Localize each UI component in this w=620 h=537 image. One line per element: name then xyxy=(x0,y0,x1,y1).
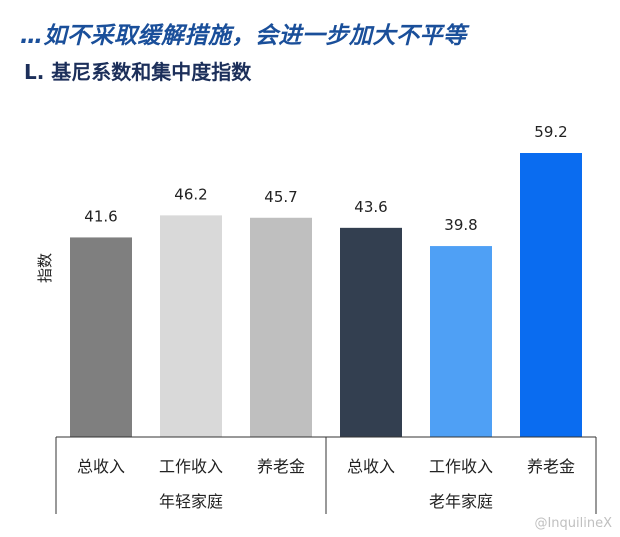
group-label: 老年家庭 xyxy=(429,492,493,511)
category-label: 工作收入 xyxy=(159,457,223,476)
data-label: 59.2 xyxy=(534,123,567,141)
chart-title: …如不采取缓解措施，会进一步加大不平等 xyxy=(20,23,467,49)
category-label: 总收入 xyxy=(347,457,395,476)
bar-old-3 xyxy=(520,153,582,437)
group-label: 年轻家庭 xyxy=(159,492,223,511)
data-label: 45.7 xyxy=(264,188,297,206)
y-axis-label: 指数 xyxy=(36,253,54,283)
category-label: 养老金 xyxy=(257,457,305,476)
chart-subtitle: L. 基尼系数和集中度指数 xyxy=(24,60,252,84)
bar-young-3 xyxy=(250,217,312,437)
data-label: 39.8 xyxy=(444,216,477,234)
data-label: 46.2 xyxy=(174,185,207,203)
bar-old-1 xyxy=(340,227,402,437)
category-label: 养老金 xyxy=(527,457,575,476)
category-label: 工作收入 xyxy=(429,457,493,476)
data-label: 43.6 xyxy=(354,198,387,216)
bar-young-1 xyxy=(70,237,132,437)
data-label: 41.6 xyxy=(84,207,117,225)
bar-old-2 xyxy=(430,246,492,437)
bar-young-2 xyxy=(160,215,222,437)
category-label: 总收入 xyxy=(77,457,125,476)
watermark: @InquilineX xyxy=(534,516,612,531)
